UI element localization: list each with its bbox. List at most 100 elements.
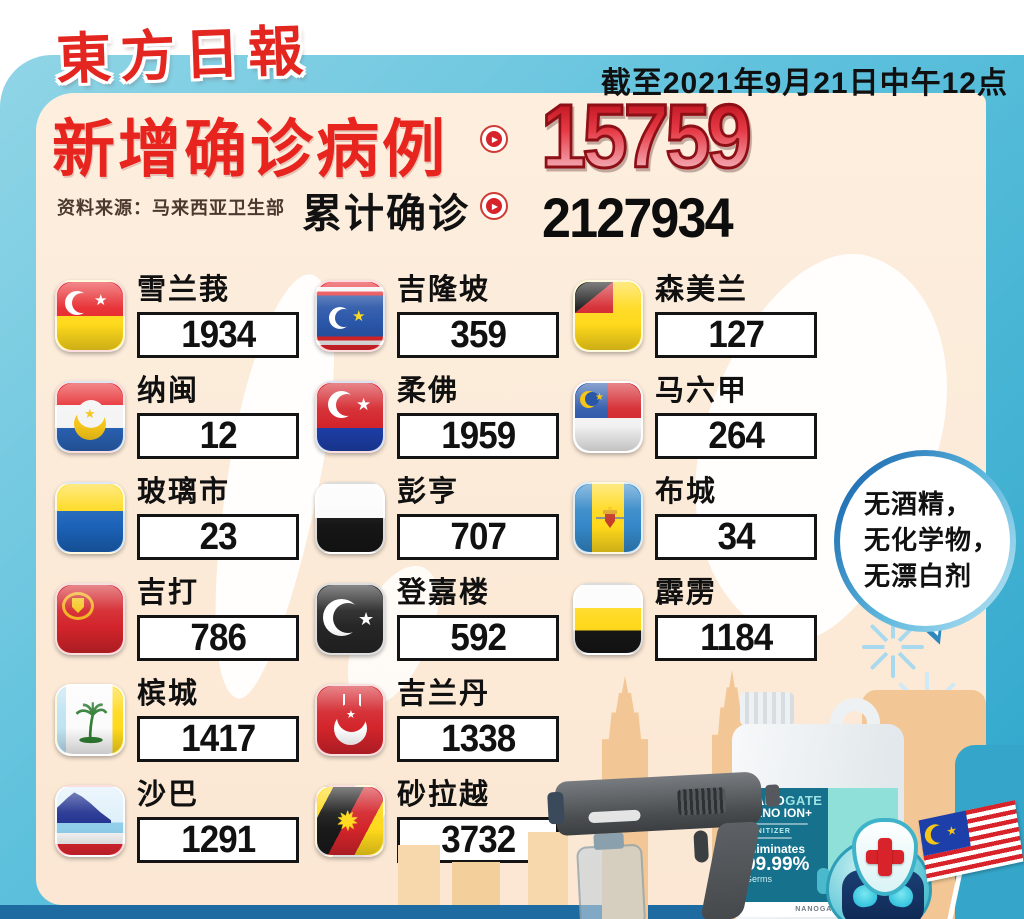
sparkle-icon — [862, 616, 924, 678]
bubble-line: 无酒精， — [864, 489, 973, 520]
state-card-negeri-sembilan: 森美兰 127 — [573, 274, 855, 379]
star-icon: ★ — [84, 406, 96, 421]
state-name: 砂拉越 — [397, 779, 491, 811]
state-name: 霹雳 — [655, 577, 718, 609]
flag-putrajaya-icon — [573, 482, 643, 554]
red-cross-icon — [878, 838, 892, 876]
page-title: 新增确诊病例 — [52, 115, 448, 185]
flag-perak-icon — [573, 583, 643, 655]
value-box: 1338 — [397, 716, 559, 762]
state-card-perak: 霹雳 1184 — [573, 577, 855, 682]
play-glyph: ▶ — [486, 131, 502, 147]
state-value: 1184 — [699, 616, 773, 659]
state-name: 登嘉楼 — [397, 577, 491, 609]
states-grid: ★ 雪兰莪 1934 ★ 吉隆坡 359 森美兰 127 ★ 纳闽 12 ★ — [55, 274, 855, 884]
state-value: 359 — [450, 313, 506, 356]
star-icon: ★ — [346, 709, 356, 721]
star-icon: ★ — [595, 392, 604, 403]
medical-shield-icon — [852, 818, 918, 896]
as-of-date: 截至2021年9月21日中午12点 — [600, 67, 1008, 100]
value-box: 3732 — [397, 817, 559, 863]
new-cases-total: 15759 — [540, 93, 754, 187]
value-box: 1934 — [137, 312, 299, 358]
state-card-johor: ★ 柔佛 1959 — [315, 375, 573, 480]
state-name: 马六甲 — [655, 375, 749, 407]
state-card-kuala-lumpur: ★ 吉隆坡 359 — [315, 276, 573, 379]
state-name: 雪兰莪 — [137, 274, 231, 306]
flag-pahang-icon — [315, 482, 385, 554]
state-value: 264 — [708, 414, 764, 457]
value-box: 12 — [137, 413, 299, 459]
flag-johor-icon: ★ — [315, 381, 385, 453]
star-icon: ★ — [352, 308, 366, 325]
crescent-icon — [323, 599, 363, 636]
gun-bottle-neck — [593, 832, 625, 851]
germs-text: Germs — [745, 873, 772, 884]
state-value: 12 — [199, 414, 237, 457]
value-box: 127 — [655, 312, 817, 358]
state-value: 707 — [450, 515, 506, 558]
flag-kuala-lumpur-icon: ★ — [315, 280, 385, 352]
palm-tree-icon — [75, 702, 108, 744]
crescent-icon — [923, 822, 946, 847]
state-value: 592 — [450, 616, 506, 659]
cumulative-label: 累计确诊 — [302, 192, 470, 236]
wreath-crest-icon — [62, 592, 94, 620]
source-note: 资料来源：马来西亚卫生部 — [57, 198, 285, 218]
brand-light: GATE — [785, 793, 823, 808]
state-card-kelantan: ★ 吉兰丹 1338 — [315, 678, 573, 783]
state-value: 1417 — [180, 717, 256, 760]
gun-trigger — [693, 830, 709, 863]
value-box: 359 — [397, 312, 559, 358]
flag-negeri-sembilan-icon — [573, 280, 643, 352]
state-value: 3732 — [440, 818, 516, 861]
value-box: 34 — [655, 514, 817, 560]
state-card-labuan: ★ 纳闽 12 — [55, 375, 315, 480]
flag-sabah-icon — [55, 785, 125, 857]
malaysia-flag: ★ — [918, 800, 1024, 919]
state-name: 布城 — [655, 476, 718, 508]
state-card-pahang: 彭亨 707 — [315, 476, 573, 581]
state-name: 槟城 — [137, 678, 200, 710]
state-name: 吉打 — [137, 577, 200, 609]
flag-canton: ★ — [918, 810, 971, 857]
gun-vent — [677, 787, 727, 816]
star-icon: ★ — [358, 609, 375, 629]
state-name: 玻璃市 — [137, 476, 231, 508]
bubble-line: 无化学物， — [864, 525, 1000, 556]
canton-shape — [575, 282, 614, 314]
value-box: 1291 — [137, 817, 299, 863]
speech-bubble-body: 无酒精， 无化学物， 无漂白剂 — [840, 456, 1010, 626]
state-value: 23 — [199, 515, 237, 558]
canton-shape — [608, 383, 641, 419]
state-name: 吉兰丹 — [397, 678, 491, 710]
state-card-penang: 槟城 1417 — [55, 678, 315, 783]
percent-text: 99.99% — [745, 853, 810, 875]
flag-labuan-icon: ★ — [55, 381, 125, 453]
eliminates-text: Eliminates — [745, 841, 806, 856]
state-card-terengganu: ★ 登嘉楼 592 — [315, 577, 573, 682]
state-name: 彭亨 — [397, 476, 460, 508]
state-card-sarawak: ★ ★ 砂拉越 3732 — [315, 779, 573, 884]
flag-kedah-icon — [55, 583, 125, 655]
state-name: 柔佛 — [397, 375, 460, 407]
value-box: 1959 — [397, 413, 559, 459]
flag-malacca-icon: ★ — [573, 381, 643, 453]
state-card-kedah: 吉打 786 — [55, 577, 315, 682]
speech-bubble: 无酒精， 无化学物， 无漂白剂 — [834, 450, 1016, 632]
spray-gun — [547, 762, 796, 919]
gun-knob — [765, 784, 781, 808]
star-icon: ★ — [356, 395, 372, 414]
gun-nozzle — [547, 791, 565, 825]
state-card-malacca: ★ 马六甲 264 — [573, 375, 855, 480]
gun-handle — [700, 821, 761, 919]
state-name: 森美兰 — [655, 274, 749, 306]
newspaper-logo: 東方日報 — [55, 19, 314, 91]
value-box: 592 — [397, 615, 559, 661]
value-box: 264 — [655, 413, 817, 459]
state-card-putrajaya: 布城 34 — [573, 476, 855, 581]
value-box: 23 — [137, 514, 299, 560]
state-name: 沙巴 — [137, 779, 200, 811]
state-name: 纳闽 — [137, 375, 200, 407]
state-value: 1338 — [440, 717, 516, 760]
